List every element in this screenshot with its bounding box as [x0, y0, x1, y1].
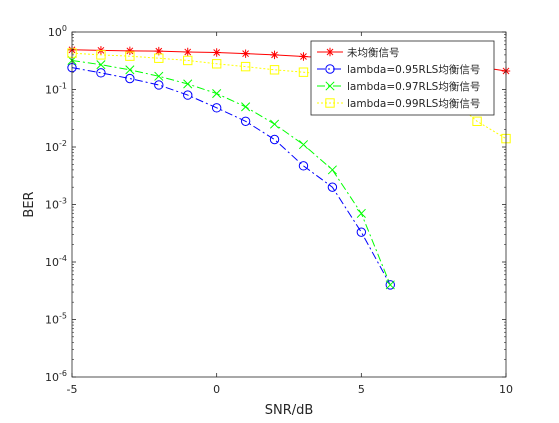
y-axis-label: BER [22, 191, 37, 217]
series-3-point [327, 165, 337, 175]
series-2-point [183, 90, 193, 100]
series-3-point [154, 71, 164, 81]
y-tick-label: 10-4 [45, 254, 67, 269]
x-tick-label: 10 [499, 383, 513, 396]
series-3-point [96, 60, 106, 70]
series-4-point [211, 59, 222, 69]
series-1-point [299, 52, 308, 61]
x-axis-label: SNR/dB [265, 403, 314, 418]
y-tick-label: 10-6 [45, 369, 67, 384]
series-1-point [183, 47, 192, 57]
legend-label: lambda=0.97RLS均衡信号 [347, 81, 480, 93]
series-4-point [472, 116, 482, 126]
series-1-point [270, 50, 279, 60]
series-4-point [240, 61, 251, 72]
series-2-point [211, 103, 222, 113]
series-3-point [298, 140, 309, 150]
legend: 未均衡信号 lambda=0.95RLS均衡信号 lambda=0.97RLS均衡信… [310, 40, 495, 116]
x-tick-label: -5 [67, 383, 78, 396]
series-2-point [154, 80, 164, 90]
series-2-point [125, 73, 135, 84]
legend-item: lambda=0.95RLS均衡信号 [317, 64, 480, 76]
series-4-point [96, 50, 106, 60]
series-2-point [269, 134, 280, 145]
series-3-point [356, 208, 366, 218]
series-4-point [298, 67, 309, 77]
y-tick-label: 10-1 [45, 82, 67, 97]
series-2-point [96, 68, 106, 78]
legend-label: 未均衡信号 [347, 47, 400, 59]
x-tick-label: 0 [213, 383, 220, 396]
series-2-point [298, 161, 309, 171]
legend-marker [325, 64, 335, 74]
legend-marker [325, 81, 335, 91]
series-2-line [71, 67, 391, 286]
series-3-point [241, 102, 251, 112]
x-tick-label: 5 [358, 383, 365, 396]
series-2-point [240, 116, 251, 126]
legend-marker [325, 47, 335, 57]
series-3-point [269, 119, 280, 129]
series-2-point [356, 227, 367, 237]
legend-item: lambda=0.97RLS均衡信号 [317, 81, 480, 93]
series-1-point [154, 46, 163, 56]
series-2-point [385, 280, 395, 290]
y-tick-label: 100 [48, 24, 67, 39]
series-4-point [183, 55, 193, 66]
legend-label: lambda=0.99RLS均衡信号 [347, 98, 480, 110]
y-tick-label: 10-2 [45, 139, 67, 154]
series-2 [67, 62, 395, 290]
series-4-point [269, 65, 280, 75]
series-4-point [125, 51, 135, 61]
series-1-point [241, 49, 250, 58]
legend-item: 未均衡信号 [317, 47, 400, 59]
legend-marker [325, 98, 335, 108]
y-tick-label: 10-3 [45, 197, 67, 212]
tick-layer: -5 0 5 10 100 10-1 10-2 10-3 10-4 10-5 10-6 [45, 24, 513, 396]
series-4-point [154, 53, 164, 63]
legend-label: lambda=0.95RLS均衡信号 [347, 64, 480, 76]
series-1-point [125, 46, 135, 56]
series-2-point [327, 182, 338, 192]
series-3-point [385, 280, 395, 290]
legend-item: lambda=0.99RLS均衡信号 [317, 98, 480, 110]
y-tick-label: 10-5 [45, 312, 67, 327]
series-3-line [71, 59, 391, 286]
series-3-point [183, 79, 193, 89]
series-3-point [125, 65, 135, 75]
series-1-point [212, 48, 221, 57]
series-3-point [212, 89, 222, 99]
